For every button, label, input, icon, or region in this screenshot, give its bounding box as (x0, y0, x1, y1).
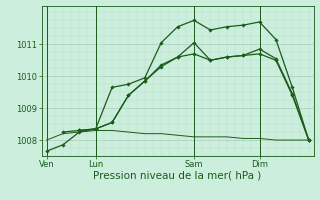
X-axis label: Pression niveau de la mer( hPa ): Pression niveau de la mer( hPa ) (93, 171, 262, 181)
